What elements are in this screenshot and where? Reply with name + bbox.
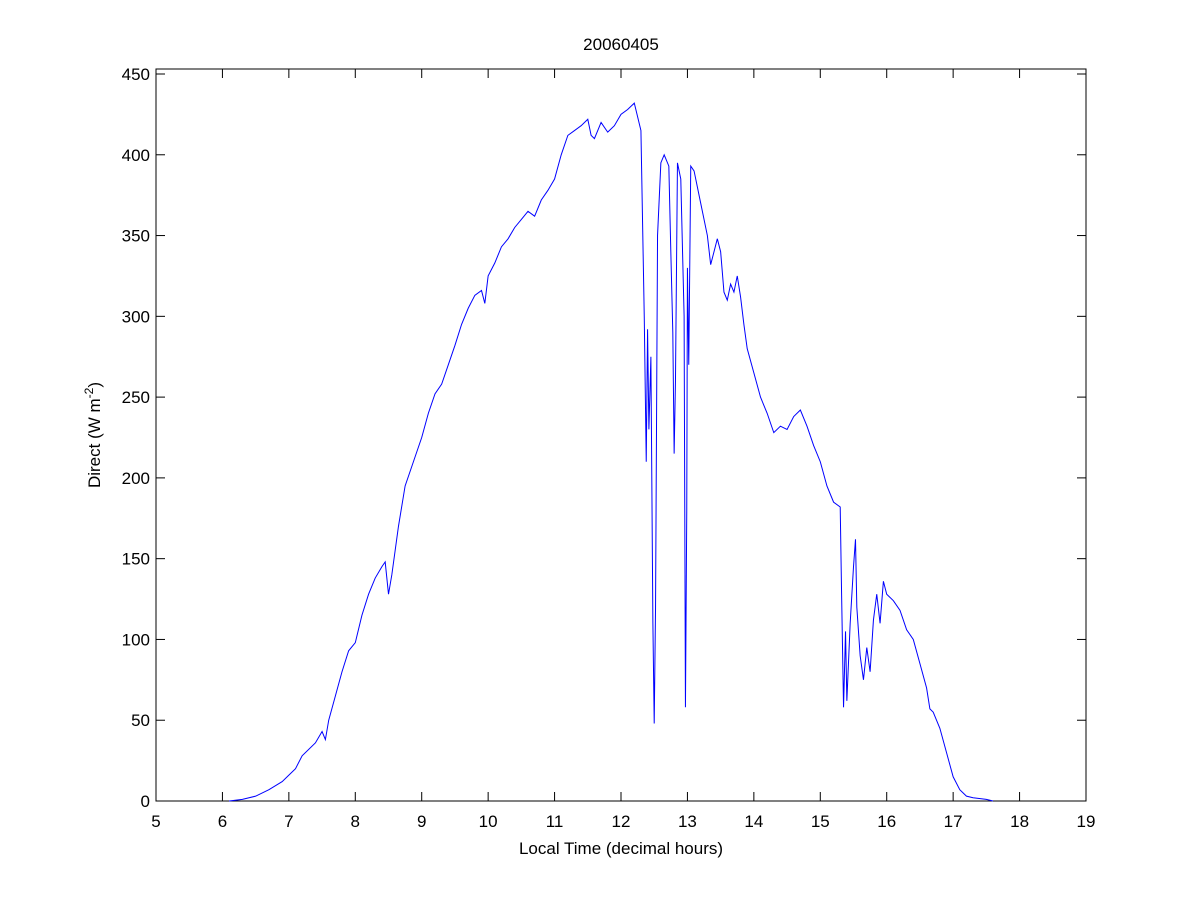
x-tick-label: 17 [944,812,963,831]
x-tick-label: 6 [218,812,227,831]
y-tick-label: 0 [141,792,150,811]
plot-box [155,68,1087,802]
x-tick-label: 8 [351,812,360,831]
y-tick-label: 400 [122,146,150,165]
y-tick-label: 450 [122,65,150,84]
x-tick-label: 14 [744,812,763,831]
x-tick-label: 13 [678,812,697,831]
y-label-text: Direct (W m [85,398,104,488]
x-tick-label: 5 [151,812,160,831]
y-tick-label: 150 [122,550,150,569]
y-tick-label: 350 [122,227,150,246]
y-tick-label: 100 [122,630,150,649]
y-label-superscript: -2 [82,387,96,398]
x-tick-label: 19 [1077,812,1096,831]
x-tick-label: 7 [284,812,293,831]
x-tick-label: 9 [417,812,426,831]
x-tick-label: 10 [479,812,498,831]
x-tick-label: 12 [612,812,631,831]
y-tick-label: 200 [122,469,150,488]
x-tick-label: 18 [1010,812,1029,831]
x-tick-label: 11 [546,812,564,831]
x-axis-label: Local Time (decimal hours) [519,839,723,858]
y-tick-label: 300 [122,307,150,326]
y-tick-label: 50 [131,711,150,730]
x-tick-label: 15 [811,812,830,831]
y-tick-label: 250 [122,388,150,407]
y-label-suffix: ) [85,382,104,388]
chart-title: 20060405 [583,35,659,54]
line [229,102,994,802]
x-tick-label: 16 [877,812,896,831]
y-axis-label: Direct (W m-2) [82,382,104,488]
